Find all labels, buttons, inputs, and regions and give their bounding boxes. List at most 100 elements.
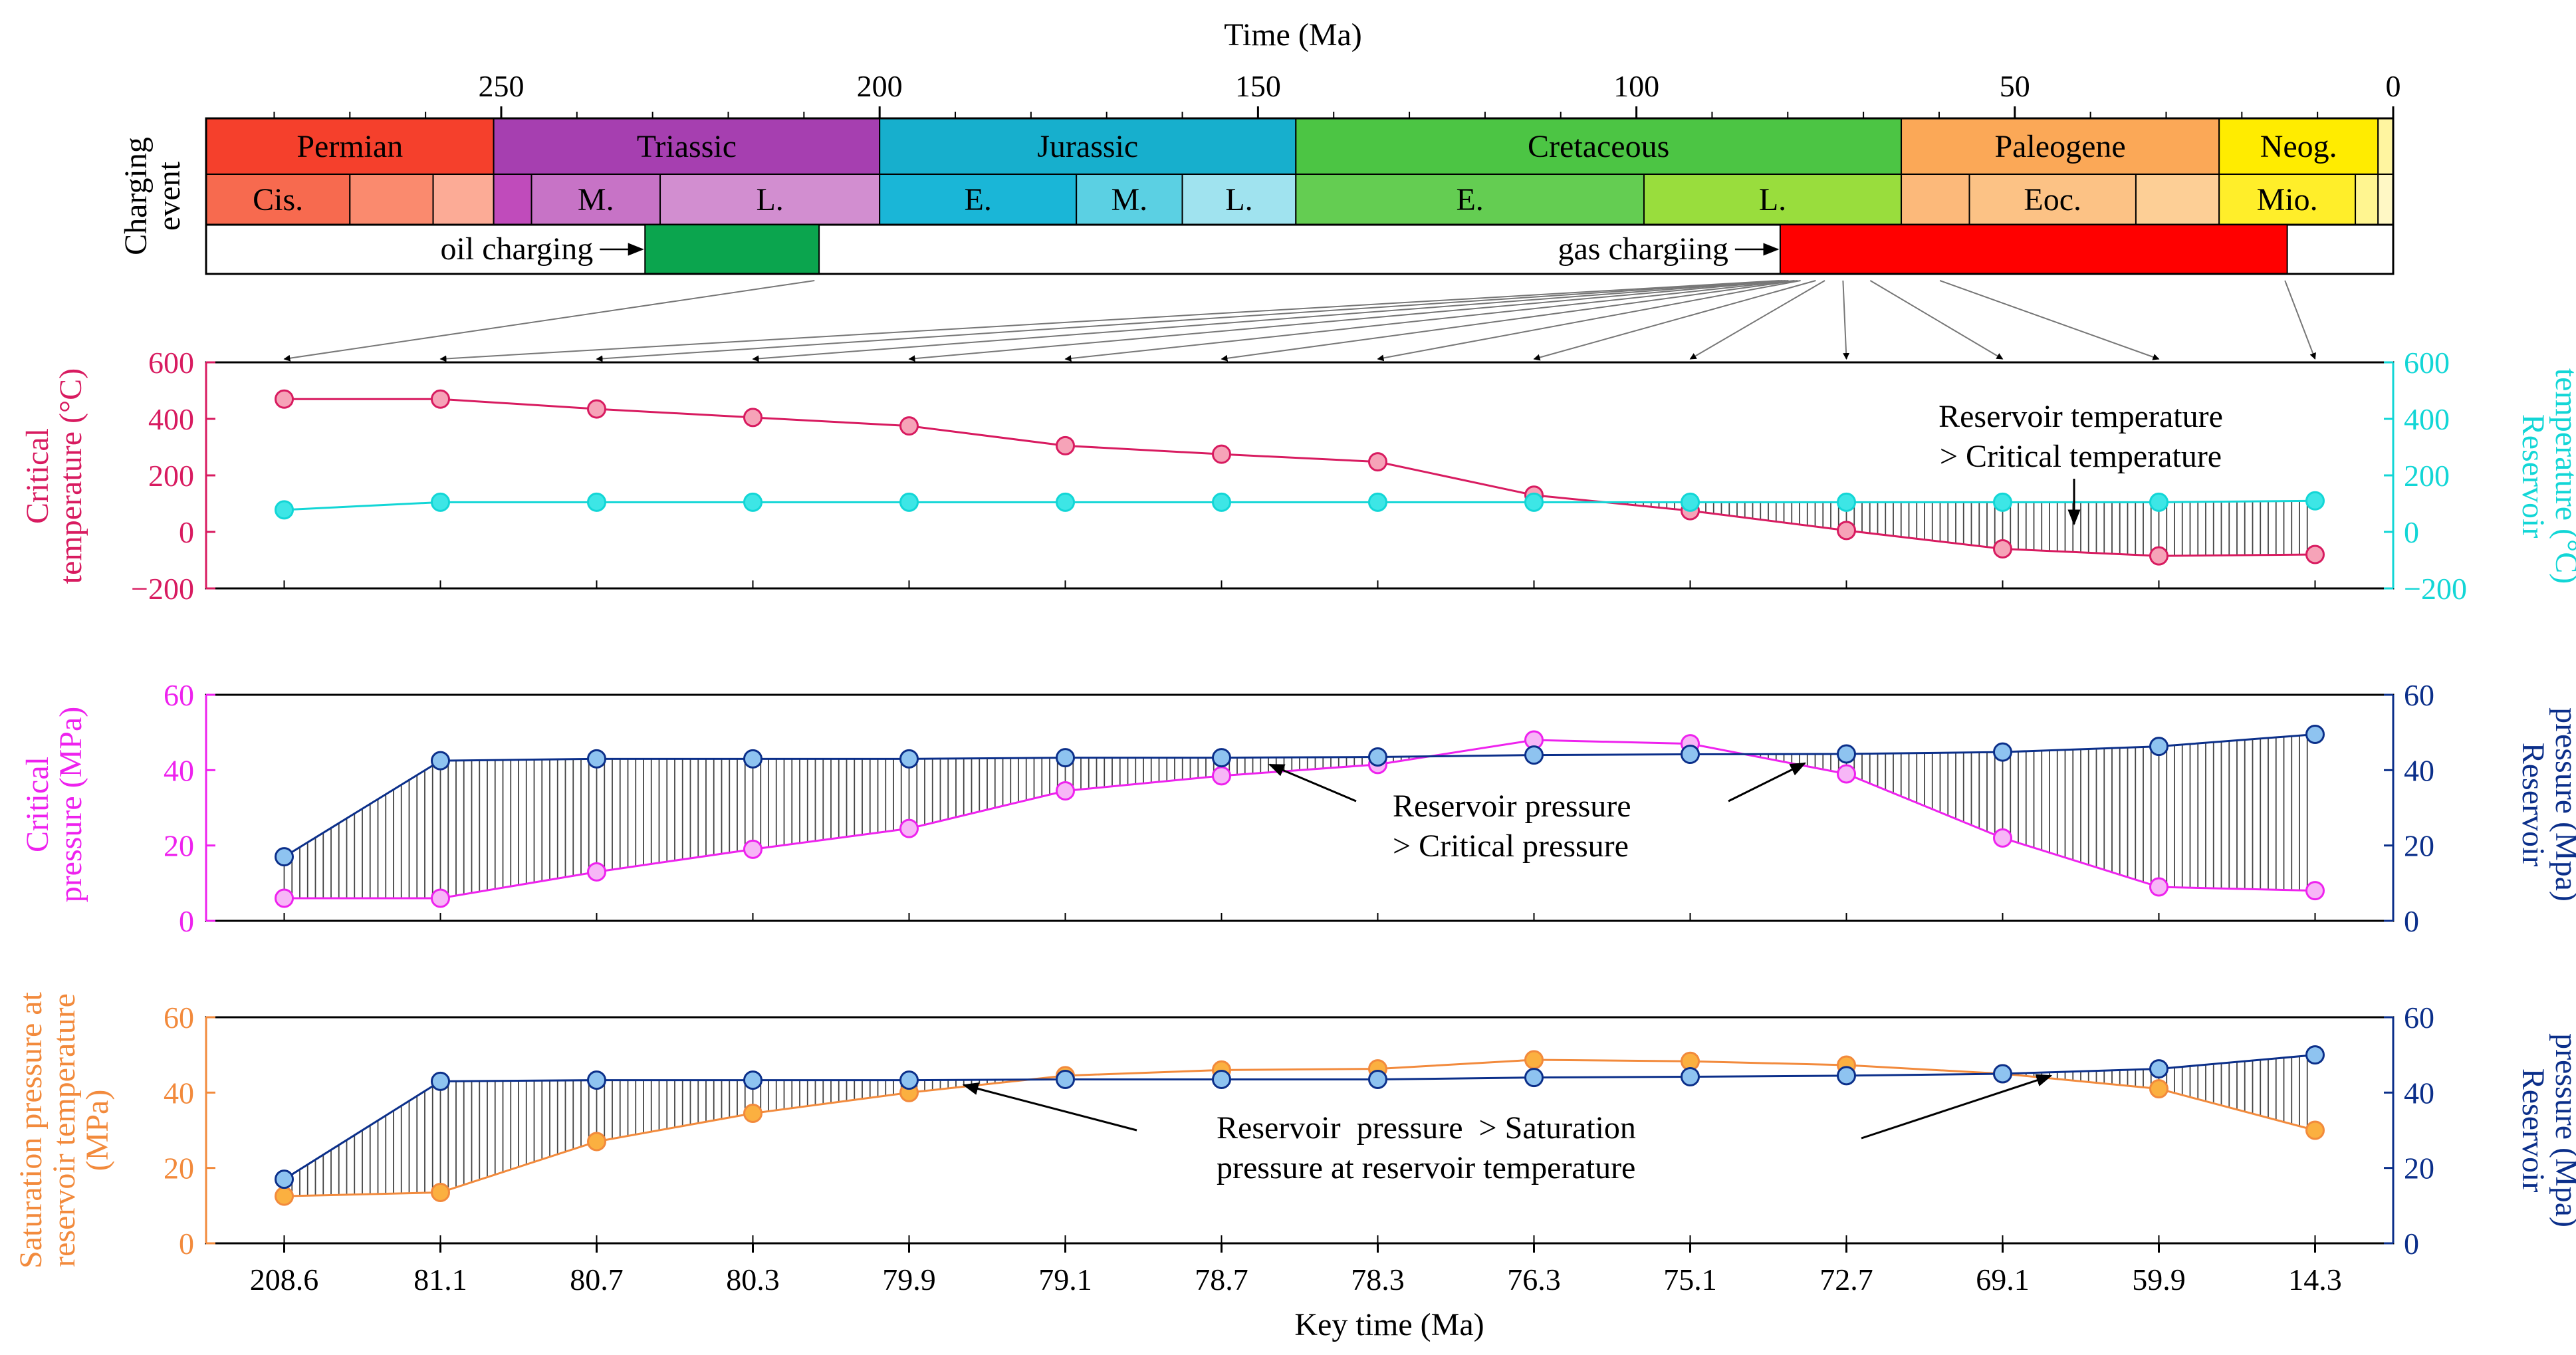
x-tick-label: 78.7 [1195,1263,1248,1296]
reservoir-pressure-point [1212,748,1231,768]
reservoir-pressure-point [1993,742,2012,762]
y-tick-label-right: −200 [2404,572,2467,606]
y-tick-label-left: 600 [148,346,194,380]
reservoir-pressure-point [1212,1070,1231,1089]
hatched-region [1611,501,2308,556]
reservoir-temperature-label-line1: Reservoir [2516,414,2551,539]
y-tick-label-right: 0 [2404,515,2419,549]
reservoir-temperature-point [1993,492,2012,512]
y-tick-label-right: 600 [2404,346,2450,380]
x-tick-label: 72.7 [1819,1263,1873,1296]
saturation-pressure-point [1524,1050,1544,1070]
critical-temperature-point [1212,444,1231,464]
epoch-label: E. [965,182,992,217]
reservoir-temperature-point [275,500,294,520]
critical-pressure-point [587,862,606,882]
key-time-connector [1689,280,1825,360]
period-label: Paleogene [1994,129,2125,164]
saturation-pressure-line [284,1058,2315,1197]
temperature-annotation: Reservoir temperature > Critical tempera… [1938,399,2223,526]
epoch-label: Cis. [253,182,303,217]
saturation-pressure-panel: 0 0 20 20 40 40 60 60 [164,1001,2434,1261]
reservoir-temperature-point [1056,492,1075,512]
period-box [2377,118,2395,175]
time-axis-ticks: 250 200 150 100 50 0 [206,69,2401,120]
reservoir-pressure-point [1681,745,1700,765]
critical-temperature-line [284,398,2315,557]
x-tick-label: 79.9 [882,1263,936,1296]
key-time-connector [596,280,1783,362]
period-label: Neog. [2260,129,2337,164]
critical-pressure-point [431,888,450,908]
saturation-pressure-label-line2: reservoir temperature [47,993,82,1267]
period-label: Cretaceous [1528,129,1669,164]
time-tick-label: 200 [857,69,903,103]
x-tick-label: 14.3 [2288,1263,2342,1296]
reservoir-pressure-point [899,1070,919,1090]
saturation-pressure-annotation-line1: Reservoir pressure > Saturation [1217,1110,1636,1146]
critical-pressure-annotation-arrow-right [1728,762,1807,802]
reservoir-temperature-point [1681,492,1700,512]
y-tick-label-left: 60 [164,678,194,712]
critical-temperature-point [2149,546,2168,566]
saturation-pressure-label-line3: (MPa) [80,1090,115,1171]
reservoir-pressure-label-line2: pressure (Mpa) [2549,707,2576,902]
x-tick-label: 208.6 [250,1263,319,1296]
period-box [2218,118,2379,175]
critical-temperature-label-line1: Critical [20,428,55,524]
saturation-pressure-annotation-arrow-left [962,1082,1137,1132]
critical-pressure-annotation-line1: Reservoir pressure [1393,789,1631,824]
period-label: Jurassic [1037,129,1138,164]
temperature-annotation-line2: > Critical temperature [1940,439,2222,474]
epoch-box [2218,174,2357,225]
saturation-pressure-point [2149,1079,2168,1099]
period-label: Triassic [637,129,737,164]
x-tick-label: 81.1 [413,1263,467,1296]
reservoir-temperature-point [1524,492,1544,512]
reservoir-temperature-label-line2: temperature (°C) [2549,368,2576,584]
reservoir-pressure-point [2149,737,2168,757]
x-tick-label: 59.9 [2132,1263,2186,1296]
epoch-box [1295,174,1645,225]
reservoir-temperature-point [743,492,762,512]
x-axis-title: Key time (Ma) [1294,1307,1484,1342]
critical-pressure-annotation-line2: > Critical pressure [1393,828,1629,864]
epoch-box [493,174,532,225]
reservoir-pressure-point [2305,1045,2325,1065]
x-tick-label: 80.7 [570,1263,624,1296]
key-time-connector [1064,280,1795,362]
epoch-label: L. [756,182,783,217]
key-time-connector [2284,280,2316,360]
period-row: Permian Triassic Jurassic Cretaceous Paleoge… [205,118,2395,175]
epoch-label: M. [1112,182,1148,217]
epoch-label: Mio. [2257,182,2318,217]
y-tick-label-left: 0 [179,1227,194,1261]
y-tick-label-left: 40 [164,1076,194,1110]
x-tick-label: 75.1 [1663,1263,1717,1296]
reservoir-pressure-point [587,749,606,769]
key-time-connector [1533,280,1816,361]
reservoir-pressure-point [1837,744,1856,764]
critical-temperature-point [1056,435,1075,455]
critical-temperature-point [2305,545,2325,564]
critical-pressure-point [1993,828,2012,848]
critical-pressure-point [1212,766,1231,786]
reservoir-pressure-point [743,1070,762,1090]
epoch-box [2355,174,2379,225]
critical-pressure-label-line2: pressure (MPa) [53,707,88,903]
reservoir-pressure-label-line1: Reservoir [2516,743,2551,867]
y-tick-label-left: 40 [164,753,194,787]
period-label: Permian [296,129,403,164]
reservoir-pressure-point [1056,1070,1075,1089]
epoch-label: Eoc. [2024,182,2081,217]
reservoir-pressure-line [283,733,2315,858]
gas-charging-bar [1779,224,2288,275]
y-tick-label-right: 200 [2404,459,2450,493]
gas-charging-label: gas chargiing [1558,231,1728,267]
epoch-box [2377,174,2395,225]
reservoir-temperature-point [587,492,606,512]
charging-event-row: oil charging gas chargiing [205,117,2395,275]
temperature-annotation-line1: Reservoir temperature [1938,399,2223,434]
oil-charging-bar [644,224,820,275]
